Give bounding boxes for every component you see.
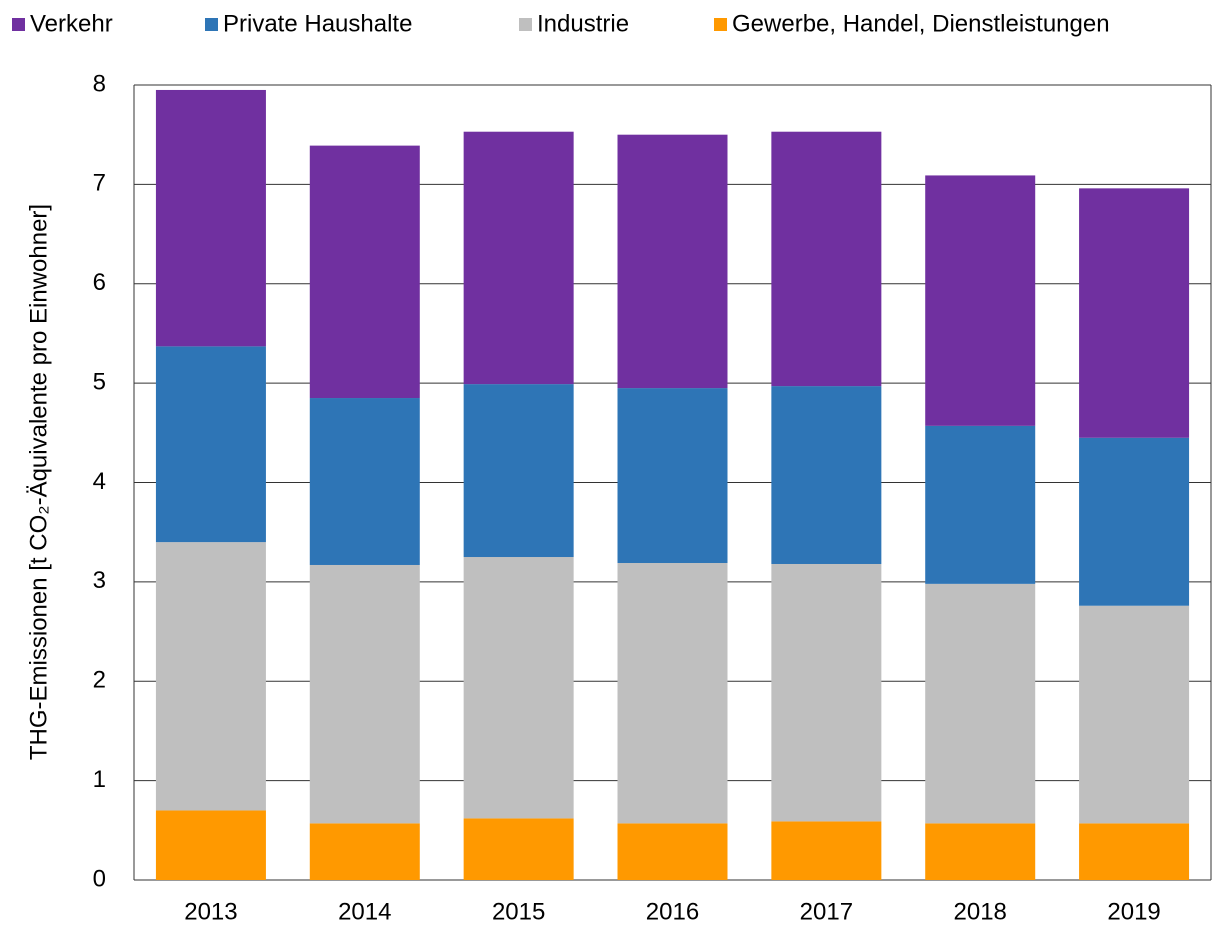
bar-segment xyxy=(771,386,882,564)
bar-segment xyxy=(771,563,882,822)
x-tick-label: 2014 xyxy=(338,898,391,925)
bar-segment xyxy=(1079,605,1190,824)
bar-segment xyxy=(1079,823,1190,880)
y-tick-label: 8 xyxy=(93,70,106,97)
bar-segment xyxy=(155,542,266,811)
y-tick-label: 7 xyxy=(93,170,106,197)
legend-swatch xyxy=(714,18,727,31)
bar-segment xyxy=(771,131,882,387)
bar-segment xyxy=(463,557,574,819)
legend-label: Verkehr xyxy=(30,10,113,37)
bar-segment xyxy=(925,425,1036,584)
bar-segment xyxy=(925,175,1036,426)
x-tick-label: 2013 xyxy=(184,898,237,925)
bar-segment xyxy=(463,818,574,880)
bar-segment xyxy=(617,388,728,563)
bar-segment xyxy=(463,131,574,385)
legend-swatch xyxy=(12,18,25,31)
bar-segment xyxy=(309,398,420,565)
y-tick-label: 2 xyxy=(93,667,106,694)
bar-segment xyxy=(617,562,728,824)
legend-label: Industrie xyxy=(537,10,629,37)
y-tick-label: 3 xyxy=(93,567,106,594)
y-tick-label: 0 xyxy=(93,865,106,892)
y-tick-label: 5 xyxy=(93,368,106,395)
bar-segment xyxy=(463,384,574,558)
legend-label: Private Haushalte xyxy=(223,10,412,37)
y-tick-label: 1 xyxy=(93,766,106,793)
bar-segment xyxy=(925,583,1036,824)
bar-segment xyxy=(155,810,266,880)
bar-segment xyxy=(155,346,266,543)
x-tick-label: 2016 xyxy=(646,898,699,925)
y-axis-label: THG-Emissionen [t CO₂-Äquivalente pro Ei… xyxy=(25,204,52,760)
y-tick-label: 6 xyxy=(93,269,106,296)
x-tick-label: 2019 xyxy=(1107,898,1160,925)
y-tick-label: 4 xyxy=(93,468,106,495)
x-tick-label: 2015 xyxy=(492,898,545,925)
legend-swatch xyxy=(205,18,218,31)
bar-segment xyxy=(925,823,1036,880)
bar-segment xyxy=(309,564,420,824)
bar-segment xyxy=(309,145,420,399)
bar-segment xyxy=(155,89,266,347)
bar-segment xyxy=(309,823,420,880)
legend-swatch xyxy=(519,18,532,31)
bar-segment xyxy=(617,134,728,389)
bar-segment xyxy=(617,823,728,880)
bar-segment xyxy=(771,821,882,880)
bar-segment xyxy=(1079,188,1190,438)
bar-segment xyxy=(1079,437,1190,606)
x-tick-label: 2018 xyxy=(954,898,1007,925)
x-tick-label: 2017 xyxy=(800,898,853,925)
legend-label: Gewerbe, Handel, Dienstleistungen xyxy=(732,10,1110,37)
